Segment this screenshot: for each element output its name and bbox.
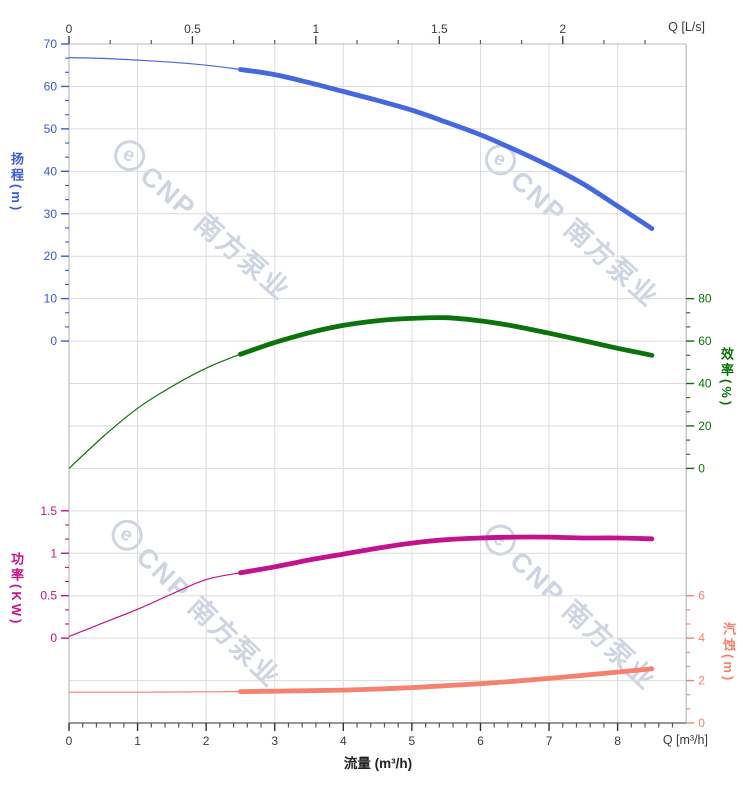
svg-text:7: 7 bbox=[546, 734, 553, 748]
curve-head bbox=[68, 57, 655, 231]
svg-text:1.5: 1.5 bbox=[431, 22, 448, 36]
curve-npsh bbox=[69, 666, 655, 694]
power-axis-title: 功率(KW) bbox=[8, 552, 24, 627]
svg-text:0: 0 bbox=[66, 22, 73, 36]
top-axis-unit-label: Q [L/s] bbox=[668, 20, 705, 34]
npsh-axis-title: 汽蚀(m) bbox=[720, 622, 736, 684]
svg-text:6: 6 bbox=[477, 734, 484, 748]
svg-text:1: 1 bbox=[50, 546, 57, 560]
svg-text:60: 60 bbox=[44, 79, 58, 93]
efficiency-axis: 80 60 40 20 0 bbox=[686, 292, 712, 475]
svg-text:10: 10 bbox=[44, 292, 58, 306]
head-axis-title: 扬程(m) bbox=[8, 152, 24, 214]
efficiency-axis-title: 效率(%) bbox=[718, 347, 734, 409]
svg-text:0: 0 bbox=[50, 334, 57, 348]
npsh-axis: 6 4 2 0 bbox=[686, 589, 705, 730]
svg-text:0.5: 0.5 bbox=[40, 589, 57, 603]
svg-text:60: 60 bbox=[698, 334, 712, 348]
svg-text:1: 1 bbox=[313, 22, 320, 36]
svg-text:20: 20 bbox=[44, 249, 58, 263]
svg-text:4: 4 bbox=[698, 631, 705, 645]
svg-text:4: 4 bbox=[340, 734, 347, 748]
x-axis-title: 流量 (m³/h) bbox=[343, 756, 413, 771]
svg-text:1: 1 bbox=[134, 734, 141, 748]
svg-text:1.5: 1.5 bbox=[40, 504, 57, 518]
svg-text:0: 0 bbox=[698, 461, 705, 475]
svg-text:2: 2 bbox=[559, 22, 566, 36]
power-axis: 1.5 1 0.5 0 bbox=[40, 504, 69, 645]
svg-text:80: 80 bbox=[698, 292, 712, 306]
svg-text:50: 50 bbox=[44, 122, 58, 136]
head-axis: 70 60 50 40 30 20 10 0 bbox=[44, 37, 69, 348]
curve-efficiency bbox=[68, 315, 655, 469]
svg-text:30: 30 bbox=[44, 207, 58, 221]
svg-text:2: 2 bbox=[203, 734, 210, 748]
svg-text:70: 70 bbox=[44, 37, 58, 51]
svg-text:5: 5 bbox=[409, 734, 416, 748]
curve-power bbox=[68, 534, 655, 637]
top-axis: 0 0.5 1 1.5 2 bbox=[66, 22, 646, 44]
svg-text:0: 0 bbox=[66, 734, 73, 748]
svg-text:20: 20 bbox=[698, 419, 712, 433]
svg-text:2: 2 bbox=[698, 674, 705, 688]
svg-text:3: 3 bbox=[271, 734, 278, 748]
svg-text:8: 8 bbox=[614, 734, 621, 748]
svg-text:0: 0 bbox=[698, 716, 705, 730]
svg-text:40: 40 bbox=[698, 377, 712, 391]
svg-text:6: 6 bbox=[698, 589, 705, 603]
grid-lines bbox=[68, 43, 687, 724]
svg-text:40: 40 bbox=[44, 164, 58, 178]
bottom-axis-unit-label: Q [m³/h] bbox=[662, 733, 708, 747]
svg-text:0.5: 0.5 bbox=[184, 22, 201, 36]
svg-text:0: 0 bbox=[50, 631, 57, 645]
bottom-axis: 0 1 2 3 4 5 6 7 8 bbox=[66, 723, 674, 748]
